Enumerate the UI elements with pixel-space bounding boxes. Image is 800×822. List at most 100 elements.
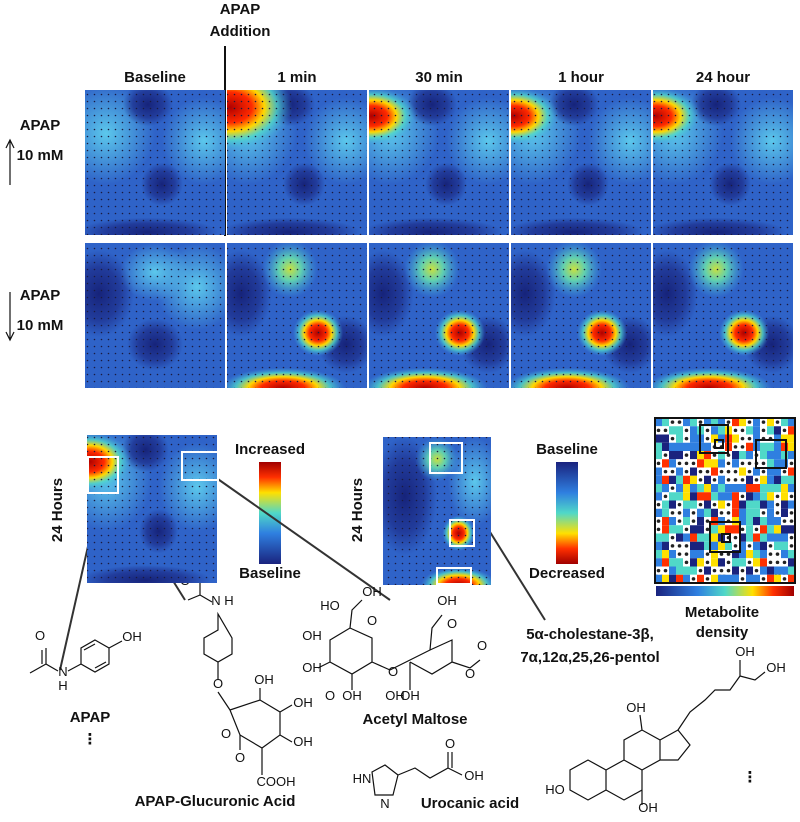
density-cell xyxy=(732,574,739,583)
density-dot xyxy=(663,494,668,499)
heatmap xyxy=(653,90,793,235)
density-cell xyxy=(725,492,732,501)
density-cell xyxy=(655,550,662,559)
density-label: Metabolite xyxy=(685,604,759,621)
density-cell xyxy=(753,500,760,509)
density-dot xyxy=(663,469,668,474)
density-cell xyxy=(662,517,669,526)
density-cell xyxy=(781,484,788,493)
density-cell xyxy=(655,434,662,443)
density-cell xyxy=(697,451,704,460)
density-dot xyxy=(684,560,689,565)
density-cell xyxy=(655,442,662,451)
density-dot xyxy=(726,560,731,565)
density-cell xyxy=(753,426,760,435)
density-cell xyxy=(683,475,690,484)
density-cell xyxy=(711,418,718,427)
density-cell xyxy=(788,558,795,567)
density-dot xyxy=(733,535,738,540)
density-cell xyxy=(767,533,774,542)
density-cell xyxy=(676,558,683,567)
density-cell xyxy=(690,541,697,550)
column-header: 30 min xyxy=(415,69,463,86)
density-dot xyxy=(782,519,787,523)
density-dot xyxy=(663,428,668,433)
density-cell xyxy=(760,541,767,550)
density-cell xyxy=(690,566,697,575)
density-cell xyxy=(662,525,669,534)
density-cell xyxy=(788,566,795,575)
density-cell xyxy=(760,475,767,484)
density-cell xyxy=(655,558,662,567)
atom: OH xyxy=(342,688,362,703)
density-cell xyxy=(704,475,711,484)
density-dot xyxy=(670,544,675,548)
density-dot xyxy=(782,469,787,474)
density-cell xyxy=(683,574,690,583)
density-dot xyxy=(698,568,703,573)
density-dot xyxy=(663,568,668,573)
density-cell xyxy=(690,475,697,484)
density-dot xyxy=(747,560,752,565)
density-cell xyxy=(781,451,788,460)
density-cell xyxy=(788,525,795,534)
heatmap xyxy=(511,243,651,388)
grid-dots xyxy=(383,437,491,585)
density-cell xyxy=(739,451,746,460)
density-dot xyxy=(677,502,682,507)
atom: H xyxy=(58,678,67,693)
density-cell xyxy=(774,533,781,542)
atom: O xyxy=(35,628,45,643)
density-cell xyxy=(774,426,781,435)
density-cell xyxy=(711,525,718,534)
density-cell xyxy=(767,500,774,509)
compound-name: 7α,12α,25,26-pentol xyxy=(520,649,659,666)
density-dot xyxy=(726,568,731,573)
density-cell xyxy=(746,475,753,484)
density-dot xyxy=(656,568,661,573)
atom: HO xyxy=(545,782,565,797)
density-cell xyxy=(676,574,683,583)
density-dot xyxy=(754,527,759,532)
density-cell xyxy=(746,517,753,526)
density-cell xyxy=(718,558,725,567)
density-dot xyxy=(705,519,710,523)
density-cell xyxy=(711,574,718,583)
atom: OH xyxy=(122,629,142,644)
density-cell xyxy=(753,467,760,476)
density-cell xyxy=(718,500,725,509)
density-cell xyxy=(683,492,690,501)
density-cell xyxy=(746,442,753,451)
density-cell xyxy=(732,451,739,460)
density-cell xyxy=(746,451,753,460)
scale-label: Increased xyxy=(235,441,305,458)
highlight-box xyxy=(181,451,219,481)
density-dot xyxy=(656,461,661,466)
density-cell xyxy=(753,418,760,427)
density-cell xyxy=(753,550,760,559)
density-cell xyxy=(746,426,753,435)
density-cell xyxy=(704,451,711,460)
density-cell xyxy=(718,574,725,583)
density-cell xyxy=(774,574,781,583)
density-dot xyxy=(747,461,752,466)
density-dot xyxy=(677,511,682,515)
density-dot xyxy=(705,560,710,565)
density-cell xyxy=(718,484,725,493)
density-cell xyxy=(697,459,704,468)
density-cell xyxy=(753,517,760,526)
density-frame xyxy=(654,417,796,584)
density-cell xyxy=(753,541,760,550)
density-dot xyxy=(775,552,780,556)
atom: OH xyxy=(362,584,382,599)
atom: OH xyxy=(400,688,420,703)
density-dot xyxy=(761,428,766,433)
density-dot xyxy=(670,486,675,490)
density-cell xyxy=(760,451,767,460)
density-dot xyxy=(684,552,689,556)
density-cell xyxy=(711,434,718,443)
density-cell xyxy=(676,434,683,443)
density-cell xyxy=(690,500,697,509)
density-cell xyxy=(690,484,697,493)
highlight-box xyxy=(449,519,475,547)
